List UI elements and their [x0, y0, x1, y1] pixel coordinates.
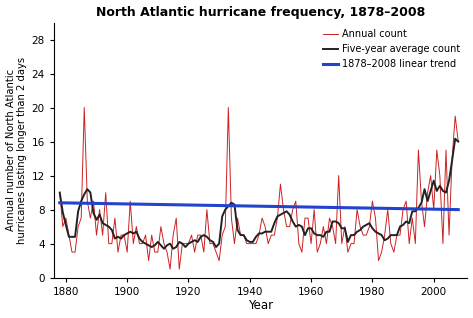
Annual count [219, 233, 225, 237]
Annual count [167, 267, 173, 271]
Line: Annual count: Annual count [60, 107, 458, 269]
Five-year average count [216, 242, 222, 245]
Annual count [455, 140, 461, 143]
Annual count [97, 208, 103, 211]
Annual count [57, 191, 62, 195]
Annual count [81, 106, 87, 109]
Five-year average count [57, 191, 62, 195]
Annual count [265, 242, 271, 245]
Five-year average count [185, 242, 191, 245]
X-axis label: Year: Year [248, 300, 273, 313]
Annual count [367, 225, 372, 229]
Annual count [210, 242, 216, 245]
Five-year average count [263, 230, 268, 234]
Line: Five-year average count: Five-year average count [60, 139, 458, 249]
Five-year average count [207, 238, 213, 242]
Title: North Atlantic hurricane frequency, 1878–2008: North Atlantic hurricane frequency, 1878… [96, 5, 425, 18]
Annual count [189, 233, 194, 237]
Five-year average count [94, 218, 99, 222]
Five-year average count [363, 223, 369, 227]
Five-year average count [455, 140, 461, 143]
Five-year average count [452, 137, 458, 141]
Y-axis label: Annual number of North Atlantic
hurricanes lasting longer than 2 days: Annual number of North Atlantic hurrican… [6, 57, 27, 244]
Five-year average count [170, 247, 176, 251]
Legend: Annual count, Five-year average count, 1878–2008 linear trend: Annual count, Five-year average count, 1… [321, 27, 463, 71]
